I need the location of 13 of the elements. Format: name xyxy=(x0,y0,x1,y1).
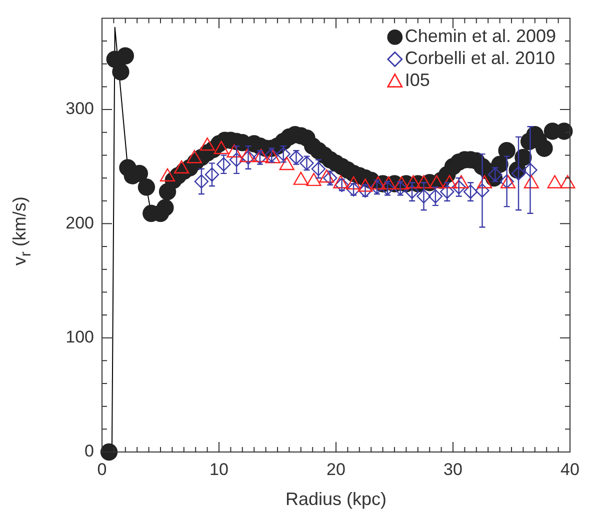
x-tick-label: 10 xyxy=(210,460,228,479)
x-tick-label: 30 xyxy=(444,460,462,479)
x-tick-label: 20 xyxy=(326,460,346,479)
legend-label: Chemin et al. 2009 xyxy=(404,26,556,46)
x-axis-title: Radius (kpc) xyxy=(285,489,387,510)
x-tick-label: 0 xyxy=(97,460,107,479)
y-tick-label: 300 xyxy=(66,99,94,118)
x-tick-label: 40 xyxy=(560,460,580,479)
legend-label: Corbelli et al. 2010 xyxy=(404,48,555,68)
legend-label: I05 xyxy=(404,70,430,90)
y-tick-label: 0 xyxy=(84,442,94,461)
y-tick-label: 100 xyxy=(66,328,94,347)
y-tick-label: 200 xyxy=(66,213,94,232)
